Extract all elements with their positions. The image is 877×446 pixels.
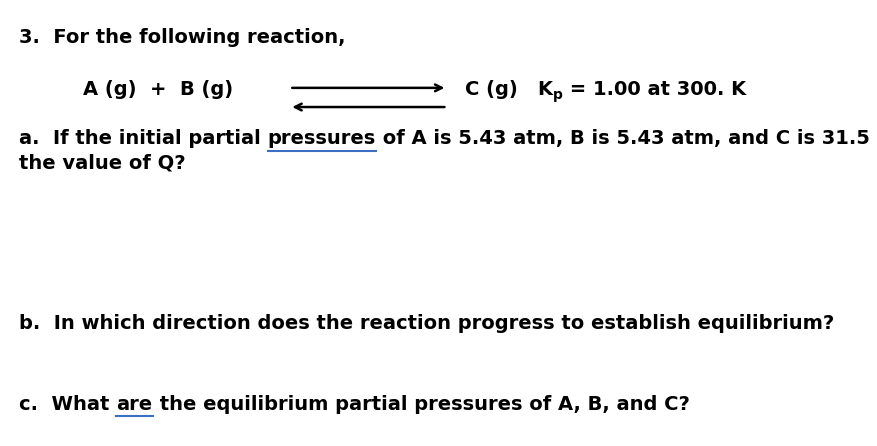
Text: = 1.00 at 300. K: = 1.00 at 300. K xyxy=(563,80,745,99)
Text: c.  What: c. What xyxy=(19,395,117,414)
Text: the equilibrium partial pressures of A, B, and C?: the equilibrium partial pressures of A, … xyxy=(153,395,689,414)
Text: A (g)  +  B (g): A (g) + B (g) xyxy=(83,80,233,99)
Text: b.  In which direction does the reaction progress to establish equilibrium?: b. In which direction does the reaction … xyxy=(19,314,835,334)
Text: of A is 5.43 atm, B is 5.43 atm, and C is 31.5 atm, what is: of A is 5.43 atm, B is 5.43 atm, and C i… xyxy=(376,129,877,149)
Text: p: p xyxy=(553,88,563,102)
Text: the value of Q?: the value of Q? xyxy=(19,154,186,173)
Text: C (g)   K: C (g) K xyxy=(465,80,553,99)
Text: are: are xyxy=(117,395,153,414)
Text: a.  If the initial partial: a. If the initial partial xyxy=(19,129,267,149)
Text: pressures: pressures xyxy=(267,129,376,149)
Text: 3.  For the following reaction,: 3. For the following reaction, xyxy=(19,28,346,47)
